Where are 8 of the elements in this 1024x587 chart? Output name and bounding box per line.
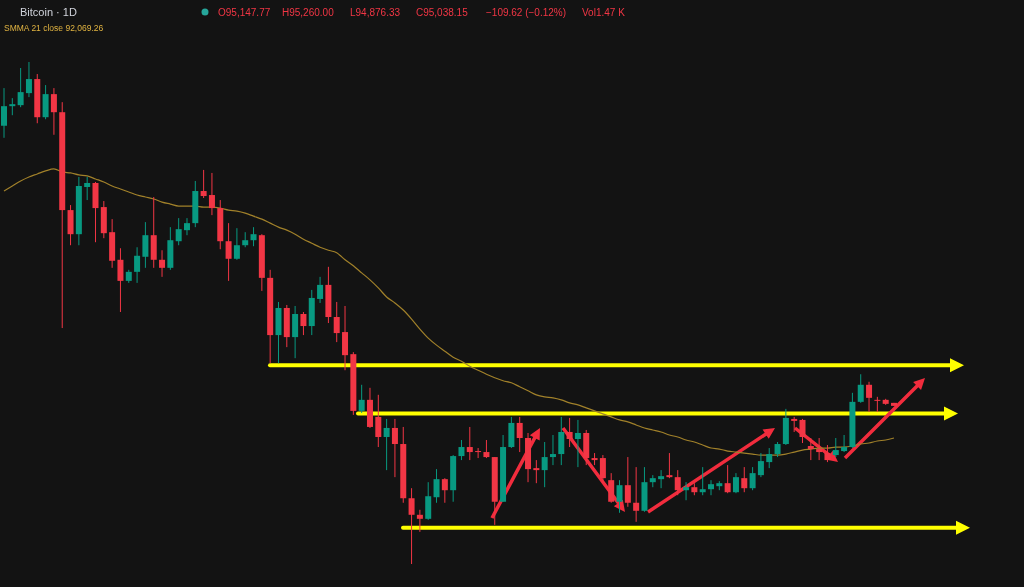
text: Vol1.47 K — [582, 7, 626, 18]
text: H95,260.00 — [282, 7, 335, 18]
text: L94,876.33 — [350, 7, 401, 18]
text: SMMA 21 close 92,069.26 — [4, 23, 104, 33]
text: −109.62 (−0.12%) — [486, 7, 567, 18]
text: C95,038.15 — [416, 7, 469, 18]
chart-title: Bitcoin · 1D — [20, 6, 77, 18]
text: O95,147.77 — [218, 7, 271, 18]
